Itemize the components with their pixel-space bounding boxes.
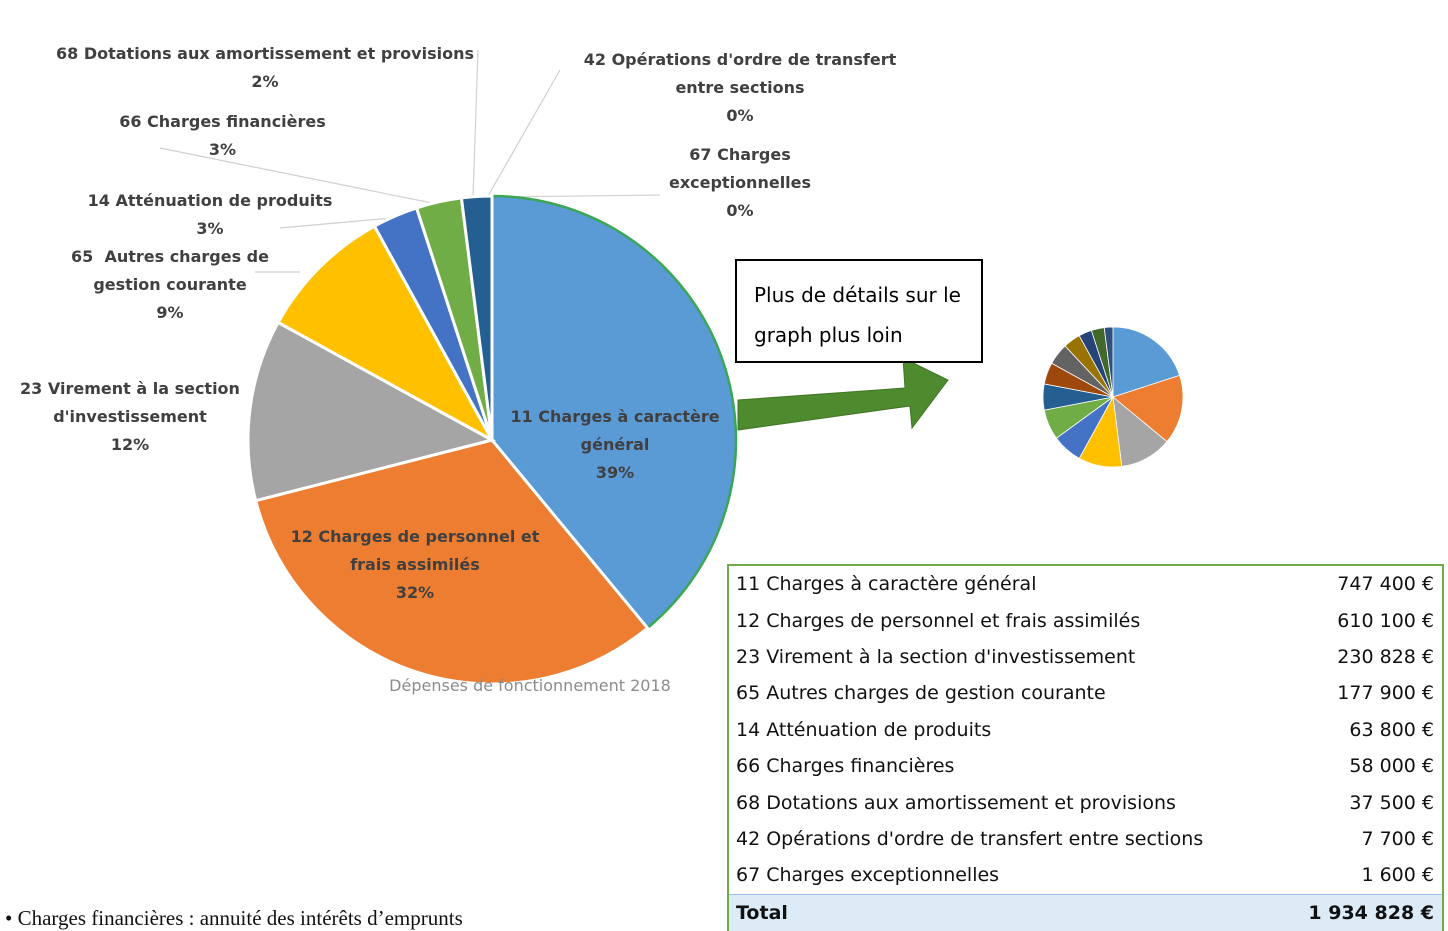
row-amount: 58 000 €: [1349, 755, 1434, 778]
pie-label: 65 Autres charges de gestion courante 9%: [55, 243, 285, 327]
pie-label-category: 42 Opérations d'ordre de transfert entre…: [583, 50, 902, 97]
table-row: 23 Virement à la section d'investissemen…: [728, 639, 1443, 675]
row-label: 65 Autres charges de gestion courante: [736, 682, 1106, 705]
table-row: 11 Charges à caractère général 747 400 €: [728, 565, 1443, 602]
thumbnail-pie: [1042, 326, 1184, 468]
bullet-note: • Charges financières : annuité des inté…: [5, 906, 463, 930]
row-label: 68 Dotations aux amortissement et provis…: [736, 791, 1176, 814]
leader-line: [472, 49, 479, 199]
pie-label-value: 39%: [595, 463, 635, 482]
pie-slice: [276, 224, 496, 444]
callout-box: Plus de détails sur le graph plus loin: [735, 259, 983, 363]
pie-label: 66 Charges financières 3%: [90, 108, 355, 164]
pie-label-value: 2%: [251, 72, 279, 91]
row-amount: 37 500 €: [1349, 791, 1434, 814]
thumbnail-slice: [1112, 374, 1184, 443]
table-row: 14 Atténuation de produits 63 800 €: [728, 712, 1443, 748]
row-label: 11 Charges à caractère général: [736, 573, 1037, 596]
leader-line: [487, 69, 561, 197]
table-row: 68 Dotations aux amortissement et provis…: [728, 784, 1443, 820]
pie-label-value: 9%: [156, 303, 184, 322]
row-label: 23 Virement à la section d'investissemen…: [736, 645, 1136, 668]
pie-label-category: 66 Charges financières: [119, 112, 326, 131]
pie-label-category: 23 Virement à la section d'investissemen…: [20, 379, 246, 426]
leader-lines: [159, 49, 661, 273]
total-row: Total 1 934 828 €: [728, 893, 1443, 931]
table-row: 42 Opérations d'ordre de transfert entre…: [728, 821, 1443, 857]
pie-label-category: 68 Dotations aux amortissement et provis…: [56, 44, 474, 63]
pie-label-category: 67 Charges exceptionnelles: [668, 145, 812, 192]
pie-label: 42 Opérations d'ordre de transfert entre…: [560, 46, 920, 130]
pie-slice: [253, 438, 650, 686]
pie-label-category: 65 Autres charges de gestion courante: [71, 247, 275, 294]
pie-slice: [246, 320, 497, 503]
pie-label: 23 Virement à la section d'investissemen…: [0, 375, 260, 459]
row-amount: 177 900 €: [1337, 682, 1434, 705]
pie-label-category: 11 Charges à caractère général: [510, 407, 726, 454]
leader-line: [279, 217, 393, 229]
pie-label-value: 3%: [208, 140, 237, 159]
row-amount: 230 828 €: [1337, 645, 1434, 668]
pie-label-value: 32%: [395, 583, 435, 602]
table-row: 65 Autres charges de gestion courante 177…: [728, 675, 1443, 711]
total-label: Total: [728, 893, 1281, 931]
row-label: 67 Charges exceptionnelles: [736, 864, 1000, 887]
row-amount: 610 100 €: [1337, 609, 1434, 632]
thumbnail-slice: [1103, 326, 1114, 398]
pie-label-value: 3%: [196, 219, 224, 238]
arrow: [737, 357, 949, 431]
row-amount: 747 400 €: [1337, 573, 1434, 596]
pie-label-value: 12%: [110, 435, 150, 454]
pie-label: 12 Charges de personnel et frais assimil…: [290, 523, 540, 607]
pie-slice: [490, 194, 738, 630]
row-amount: 63 800 €: [1349, 718, 1434, 741]
pie-label: 68 Dotations aux amortissement et provis…: [30, 40, 500, 96]
pie-label-category: 14 Atténuation de produits: [87, 191, 333, 210]
table-row: 12 Charges de personnel et frais assimil…: [728, 602, 1443, 638]
amounts-table: 11 Charges à caractère général 747 400 €1…: [727, 564, 1444, 931]
row-label: 12 Charges de personnel et frais assimil…: [736, 609, 1141, 632]
leader-line: [159, 147, 433, 204]
row-label: 42 Opérations d'ordre de transfert entre…: [736, 827, 1204, 850]
pie-label-value: 0%: [726, 106, 754, 125]
pie-label: 67 Charges exceptionnelles 0%: [650, 141, 830, 225]
pie-label-value: 0%: [726, 201, 754, 220]
thumbnail-slice: [1112, 326, 1181, 398]
chart-title: Dépenses de fonctionnement 2018: [389, 676, 671, 695]
pie-label: 14 Atténuation de produits 3%: [60, 187, 360, 243]
row-amount: 1 600 €: [1361, 864, 1434, 887]
row-label: 14 Atténuation de produits: [736, 718, 992, 741]
row-label: 66 Charges financières: [736, 755, 955, 778]
table-row: 66 Charges financières 58 000 €: [728, 748, 1443, 784]
pie-label: 11 Charges à caractère général 39%: [490, 403, 740, 487]
pie-label-category: 12 Charges de personnel et frais assimil…: [290, 527, 540, 574]
row-amount: 7 700 €: [1361, 827, 1434, 850]
total-amount: 1 934 828 €: [1280, 893, 1443, 931]
table-row: 67 Charges exceptionnelles 1 600 €: [728, 857, 1443, 894]
